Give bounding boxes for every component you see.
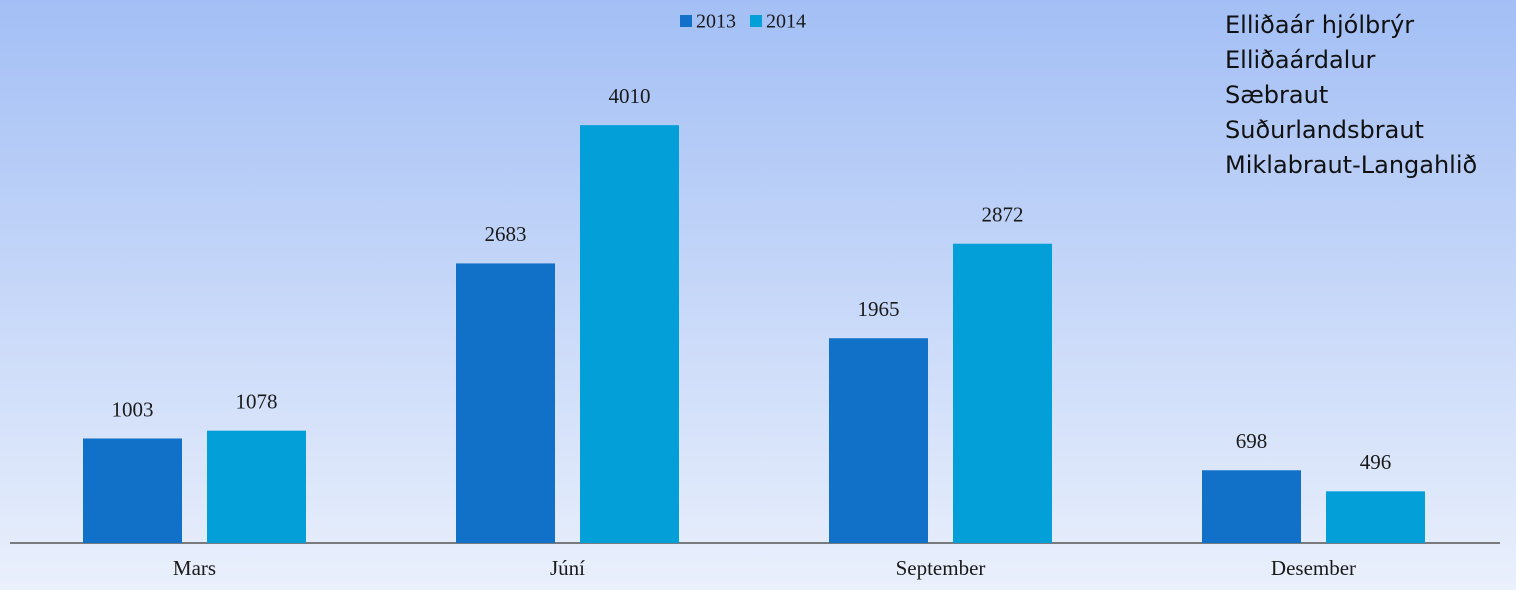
value-label: 496 (1360, 450, 1392, 474)
legend-swatch (680, 15, 692, 27)
x-tick-label: September (896, 556, 986, 580)
value-label: 1003 (112, 397, 154, 421)
legend-label: 2013 (696, 11, 736, 33)
annotation: Elliðaárdalur (1225, 46, 1376, 74)
legend-swatch (750, 15, 762, 27)
value-label: 1965 (858, 297, 900, 321)
value-label: 1078 (236, 389, 278, 413)
value-label: 698 (1236, 429, 1268, 453)
annotation: Sæbraut (1225, 81, 1328, 109)
legend-label: 2014 (766, 11, 806, 33)
annotation: Elliðaár hjólbrýr (1225, 11, 1414, 39)
value-label: 4010 (609, 84, 651, 108)
value-label: 2683 (485, 222, 527, 246)
bar (829, 338, 928, 543)
x-tick-label: Desember (1271, 556, 1356, 580)
bar (1326, 491, 1425, 543)
bar (580, 125, 679, 544)
bar (207, 430, 306, 543)
bar (83, 438, 182, 543)
bar (1202, 470, 1301, 543)
x-tick-label: Júní (550, 556, 585, 580)
annotation: Miklabraut-Langahlið (1225, 151, 1477, 179)
annotation: Suðurlandsbraut (1225, 116, 1424, 144)
x-tick-label: Mars (173, 556, 216, 580)
bar (953, 243, 1052, 543)
bar (456, 263, 555, 543)
value-label: 2872 (982, 203, 1024, 227)
